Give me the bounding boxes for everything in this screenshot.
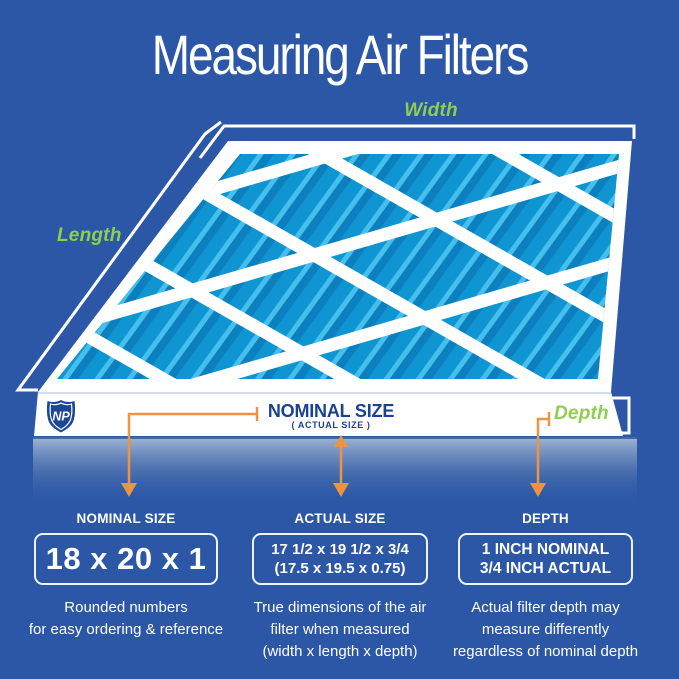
depth-value-line: 1 INCH NOMINAL bbox=[481, 541, 610, 558]
actual-size-value-box: 17 1/2 x 19 1/2 x 3/4 (17.5 x 19.5 x 0.7… bbox=[252, 533, 428, 585]
depth-connector bbox=[536, 412, 551, 483]
length-label: Length bbox=[57, 225, 122, 246]
desc-line: (width x length x depth) bbox=[262, 643, 418, 660]
width-label: Width bbox=[404, 100, 458, 121]
actual-size-section: ACTUAL SIZE 17 1/2 x 19 1/2 x 3/4 (17.5 … bbox=[240, 511, 440, 663]
actual-size-value-line: (17.5 x 19.5 x 0.75) bbox=[274, 560, 406, 577]
band-nominal-size-title: NOMINAL SIZE bbox=[267, 401, 395, 421]
desc-line: regardless of nominal depth bbox=[452, 643, 639, 660]
actual-size-connector bbox=[333, 435, 349, 497]
section-description: Rounded numbers for easy ordering & refe… bbox=[13, 597, 239, 641]
nominal-size-value: 18 x 20 x 1 bbox=[45, 541, 207, 576]
band-actual-size-subtitle: ( ACTUAL SIZE ) bbox=[291, 420, 371, 430]
nominal-arrowhead bbox=[121, 483, 137, 497]
depth-arrowhead bbox=[530, 483, 546, 497]
length-bracket bbox=[15, 120, 222, 392]
np-shield-logo: NP bbox=[46, 400, 76, 433]
depth-value-line: 3/4 INCH ACTUAL bbox=[479, 560, 612, 577]
section-label: NOMINAL SIZE bbox=[76, 511, 176, 526]
page-title: Measuring Air Filters bbox=[151, 23, 530, 86]
desc-line: for easy ordering & reference bbox=[28, 621, 224, 638]
depth-value-box: 1 INCH NOMINAL 3/4 INCH ACTUAL bbox=[458, 533, 633, 585]
nominal-size-value-box: 18 x 20 x 1 bbox=[34, 533, 218, 585]
actual-size-value-line: 17 1/2 x 19 1/2 x 3/4 bbox=[271, 541, 409, 558]
nominal-size-section: NOMINAL SIZE 18 x 20 x 1 Rounded numbers… bbox=[13, 511, 239, 641]
filter-shadow-line bbox=[33, 437, 637, 440]
desc-line: Actual filter depth may bbox=[471, 599, 620, 616]
depth-section: DEPTH 1 INCH NOMINAL 3/4 INCH ACTUAL Act… bbox=[440, 511, 651, 663]
np-logo-text: NP bbox=[52, 410, 70, 424]
section-label: DEPTH bbox=[522, 511, 569, 526]
section-label: ACTUAL SIZE bbox=[294, 511, 386, 526]
desc-line: measure differently bbox=[481, 621, 610, 638]
depth-label: Depth bbox=[554, 403, 609, 424]
section-description: True dimensions of the air filter when m… bbox=[240, 597, 440, 663]
nominal-size-connector bbox=[127, 407, 259, 483]
width-bracket bbox=[198, 124, 636, 159]
desc-line: Rounded numbers bbox=[64, 599, 188, 616]
filter-front-band bbox=[34, 392, 623, 436]
section-description: Actual filter depth may measure differen… bbox=[440, 597, 651, 663]
filter-reflection bbox=[33, 439, 637, 507]
desc-line: filter when measured bbox=[270, 621, 410, 638]
desc-line: True dimensions of the air bbox=[253, 599, 427, 616]
depth-bracket bbox=[611, 396, 631, 435]
